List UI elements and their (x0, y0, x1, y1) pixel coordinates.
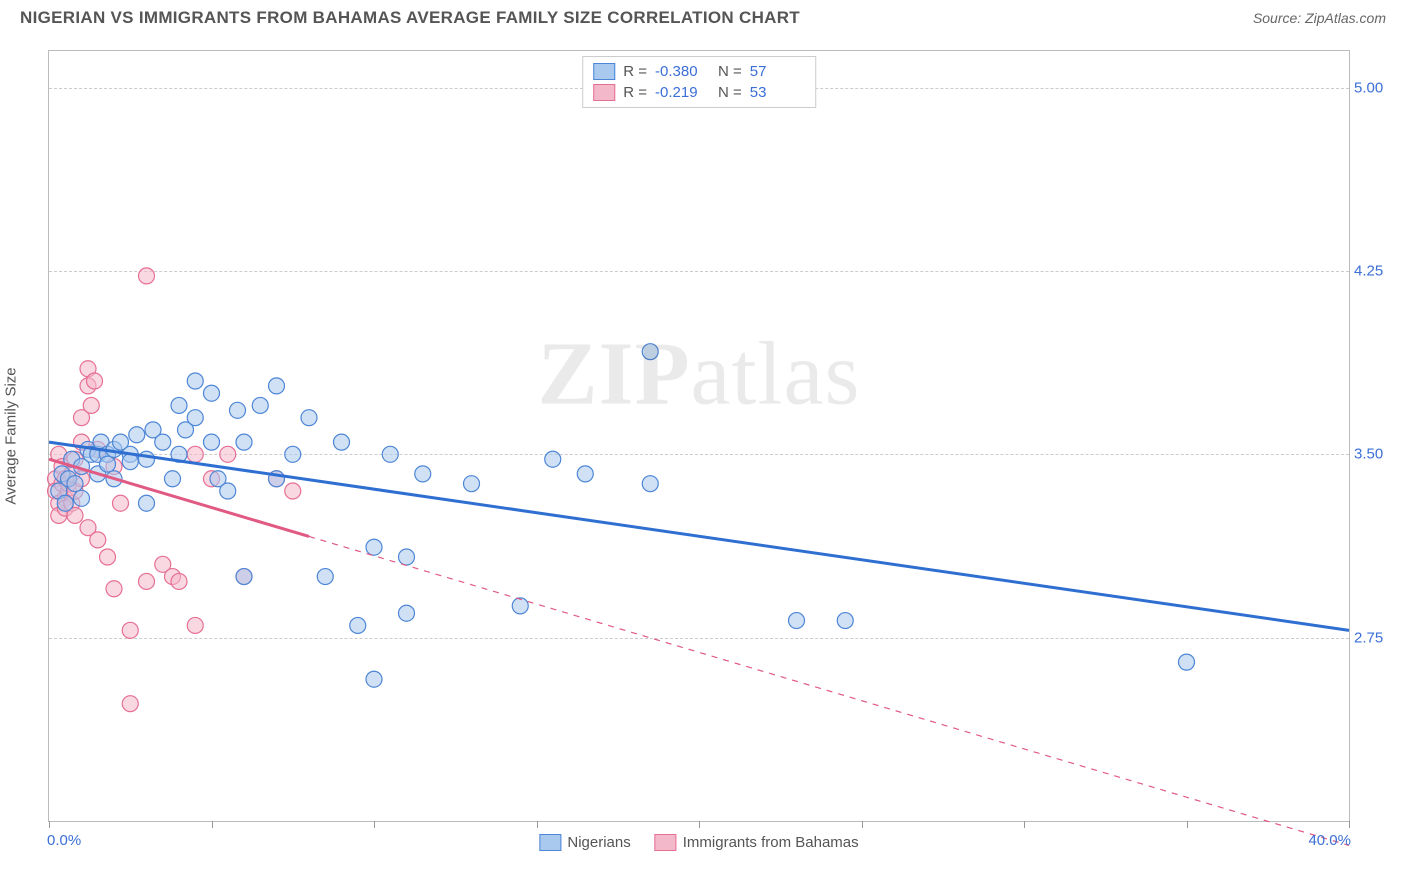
scatter-point-nigerians (139, 451, 155, 467)
y-tick-label: 2.75 (1354, 629, 1399, 646)
trendline-extrapolated-bahamas (309, 536, 1349, 845)
swatch-bahamas (593, 84, 615, 101)
swatch-nigerians (593, 63, 615, 80)
scatter-point-nigerians (165, 471, 181, 487)
scatter-point-nigerians (334, 434, 350, 450)
scatter-point-nigerians (220, 483, 236, 499)
scatter-point-nigerians (204, 434, 220, 450)
correlation-stats-legend: R = -0.380 N = 57 R = -0.219 N = 53 (582, 56, 816, 108)
swatch-nigerians-icon (539, 834, 561, 851)
scatter-point-nigerians (366, 671, 382, 687)
series-legend: Nigerians Immigrants from Bahamas (539, 834, 858, 851)
scatter-point-nigerians (382, 446, 398, 462)
y-axis-label: Average Family Size (3, 367, 20, 504)
source-attribution: Source: ZipAtlas.com (1253, 10, 1386, 26)
scatter-point-nigerians (415, 466, 431, 482)
trendline-nigerians (49, 442, 1349, 630)
scatter-point-bahamas (187, 446, 203, 462)
scatter-point-nigerians (545, 451, 561, 467)
scatter-point-nigerians (789, 613, 805, 629)
scatter-point-nigerians (129, 427, 145, 443)
scatter-point-bahamas (113, 495, 129, 511)
scatter-point-bahamas (220, 446, 236, 462)
scatter-point-nigerians (837, 613, 853, 629)
scatter-point-nigerians (350, 617, 366, 633)
scatter-point-nigerians (512, 598, 528, 614)
scatter-point-bahamas (90, 532, 106, 548)
x-tick (212, 821, 213, 828)
scatter-point-nigerians (171, 397, 187, 413)
scatter-point-nigerians (642, 344, 658, 360)
scatter-point-nigerians (399, 605, 415, 621)
scatter-point-nigerians (642, 476, 658, 492)
scatter-point-nigerians (187, 373, 203, 389)
scatter-point-bahamas (122, 696, 138, 712)
scatter-point-nigerians (317, 569, 333, 585)
scatter-point-nigerians (74, 490, 90, 506)
scatter-point-bahamas (171, 573, 187, 589)
x-axis-max-label: 40.0% (1308, 832, 1351, 849)
chart-title: NIGERIAN VS IMMIGRANTS FROM BAHAMAS AVER… (20, 8, 800, 28)
scatter-point-nigerians (399, 549, 415, 565)
scatter-point-bahamas (187, 617, 203, 633)
y-tick-label: 3.50 (1354, 446, 1399, 463)
scatter-point-nigerians (577, 466, 593, 482)
stats-row-bahamas: R = -0.219 N = 53 (593, 82, 805, 103)
x-tick (862, 821, 863, 828)
x-tick (1349, 821, 1350, 828)
scatter-point-nigerians (230, 402, 246, 418)
y-tick-label: 4.25 (1354, 263, 1399, 280)
scatter-point-bahamas (139, 573, 155, 589)
scatter-point-nigerians (285, 446, 301, 462)
scatter-point-bahamas (106, 581, 122, 597)
legend-item-nigerians: Nigerians (539, 834, 630, 851)
scatter-point-nigerians (236, 569, 252, 585)
scatter-point-nigerians (464, 476, 480, 492)
x-axis-min-label: 0.0% (47, 832, 81, 849)
scatter-point-bahamas (87, 373, 103, 389)
scatter-point-nigerians (57, 495, 73, 511)
scatter-point-nigerians (155, 434, 171, 450)
y-tick-label: 5.00 (1354, 79, 1399, 96)
scatter-point-bahamas (83, 397, 99, 413)
scatter-point-nigerians (301, 410, 317, 426)
scatter-point-nigerians (252, 397, 268, 413)
stats-row-nigerians: R = -0.380 N = 57 (593, 61, 805, 82)
x-tick (699, 821, 700, 828)
scatter-point-nigerians (366, 539, 382, 555)
scatter-point-bahamas (285, 483, 301, 499)
scatter-plot-svg (49, 51, 1349, 821)
scatter-point-bahamas (122, 622, 138, 638)
x-tick (374, 821, 375, 828)
scatter-point-bahamas (100, 549, 116, 565)
scatter-point-nigerians (139, 495, 155, 511)
scatter-point-nigerians (1179, 654, 1195, 670)
scatter-point-nigerians (67, 476, 83, 492)
x-tick (1024, 821, 1025, 828)
x-tick (49, 821, 50, 828)
scatter-point-nigerians (269, 378, 285, 394)
swatch-bahamas-icon (655, 834, 677, 851)
scatter-point-nigerians (100, 456, 116, 472)
scatter-point-bahamas (139, 268, 155, 284)
x-tick (1187, 821, 1188, 828)
scatter-point-nigerians (204, 385, 220, 401)
scatter-point-nigerians (236, 434, 252, 450)
scatter-point-nigerians (187, 410, 203, 426)
legend-item-bahamas: Immigrants from Bahamas (655, 834, 859, 851)
chart-plot-area: Average Family Size 2.753.504.255.00 ZIP… (48, 50, 1350, 822)
x-tick (537, 821, 538, 828)
